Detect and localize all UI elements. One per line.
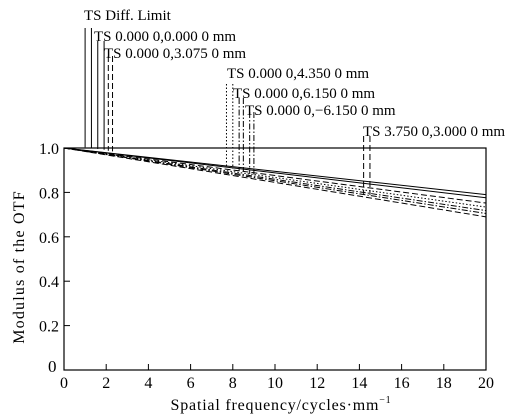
x-tick-label-1: 2 <box>102 375 110 392</box>
legend-label-5: TS 0.000 0,−6.150 0 mm <box>245 103 396 119</box>
x-tick-label-3: 6 <box>187 375 195 392</box>
x-tick-label-5: 10 <box>267 375 283 392</box>
y-tick-label-1: 0.4 <box>39 274 59 291</box>
y-tick-label-4: 1.0 <box>39 141 59 158</box>
y-axis-label: Modulus of the OTF <box>11 190 28 344</box>
series-line-5 <box>63 147 487 214</box>
series-layer <box>63 147 487 218</box>
series-line-6 <box>63 147 487 218</box>
x-tick-label-10: 20 <box>478 375 494 392</box>
x-tick-label-6: 12 <box>309 375 325 392</box>
legend-label-4: TS 0.000 0,6.150 0 mm <box>233 86 375 102</box>
series-line-1 <box>63 147 487 199</box>
x-axis-label-group: Spatial frequency/cycles·mm−1 <box>171 395 392 414</box>
x-axis-label: Spatial frequency/cycles·mm <box>171 397 380 414</box>
y-tick-label-3: 0.8 <box>39 185 59 202</box>
origin-label: 0 <box>48 357 57 376</box>
x-tick-label-7: 14 <box>351 375 367 392</box>
x-axis: 0 2 4 6 8 10 12 14 16 18 20 <box>60 364 494 392</box>
y-tick-label-0: 0.2 <box>39 319 59 336</box>
x-tick-label-4: 8 <box>229 375 237 392</box>
x-tick-label-9: 18 <box>436 375 452 392</box>
series-line-0 <box>63 147 487 196</box>
y-axis: 0.2 0.4 0.6 0.8 1.0 <box>39 141 70 336</box>
series-line-2 <box>63 147 487 204</box>
series-line-4 <box>63 147 487 212</box>
x-axis-label-superscript: −1 <box>379 395 391 406</box>
x-tick-label-2: 4 <box>144 375 152 392</box>
legend-label-2: TS 0.000 0,3.075 0 mm <box>104 46 246 62</box>
legend-label-1: TS 0.000 0,0.000 0 mm <box>94 29 236 45</box>
y-tick-label-2: 0.6 <box>39 230 59 247</box>
legend-label-6: TS 3.750 0,3.000 0 mm <box>363 124 505 140</box>
plot-area-frame <box>63 147 487 371</box>
legend-label-3: TS 0.000 0,4.350 0 mm <box>227 66 369 82</box>
series-line-3 <box>63 147 487 208</box>
x-tick-label-8: 16 <box>394 375 410 392</box>
legend-label-0: TS Diff. Limit <box>84 8 172 24</box>
x-tick-label-0: 0 <box>60 375 68 392</box>
